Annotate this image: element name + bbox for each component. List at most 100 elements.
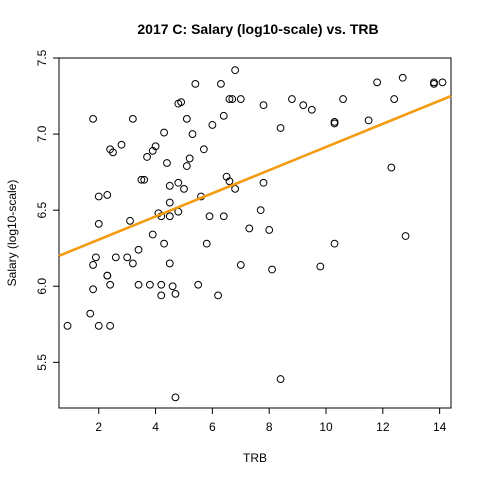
data-point xyxy=(168,282,177,291)
y-tick-label: 6.0 xyxy=(35,278,49,295)
data-point xyxy=(111,253,120,262)
data-point xyxy=(165,181,174,190)
regression-line xyxy=(58,94,452,258)
data-point xyxy=(430,79,438,88)
data-point xyxy=(373,78,382,87)
data-point xyxy=(276,124,285,132)
data-point xyxy=(171,393,180,402)
data-point xyxy=(219,111,228,120)
data-point xyxy=(364,116,373,125)
data-point xyxy=(268,265,276,274)
data-point xyxy=(145,280,154,289)
data-point xyxy=(259,101,268,110)
data-point xyxy=(123,253,132,262)
data-point xyxy=(236,95,245,103)
data-point xyxy=(182,162,191,170)
data-point xyxy=(89,285,97,294)
data-point xyxy=(103,191,112,199)
data-point xyxy=(205,212,214,221)
x-tick-label: 12 xyxy=(376,420,390,434)
x-tick-label: 6 xyxy=(209,420,216,434)
y-tick-label: 5.5 xyxy=(35,354,49,371)
data-point xyxy=(134,245,143,254)
data-point xyxy=(256,206,265,215)
data-point xyxy=(202,239,211,248)
data-point xyxy=(163,159,171,167)
data-point xyxy=(214,291,222,300)
data-point xyxy=(307,105,316,114)
y-axis-label: Salary (log10-scale) xyxy=(5,180,19,287)
data-point xyxy=(128,259,137,268)
data-point xyxy=(134,280,143,289)
data-point xyxy=(191,79,200,88)
data-point xyxy=(94,219,103,228)
data-point xyxy=(339,95,347,103)
x-axis: 2 4 6 8 10 12 14 xyxy=(95,408,447,434)
x-tick-label: 10 xyxy=(319,420,333,434)
data-point xyxy=(143,153,151,161)
plot-frame xyxy=(58,57,452,409)
data-point xyxy=(430,78,438,87)
data-point xyxy=(89,114,97,123)
data-point xyxy=(160,128,169,137)
data-point xyxy=(188,130,197,138)
data-point xyxy=(103,271,112,280)
data-point xyxy=(387,163,396,172)
data-point xyxy=(171,289,180,298)
data-point xyxy=(438,78,447,87)
x-tick-label: 2 xyxy=(95,420,102,434)
x-tick-label: 14 xyxy=(433,420,447,434)
data-point xyxy=(128,114,137,123)
data-point xyxy=(106,280,115,289)
data-point xyxy=(106,321,115,330)
data-point xyxy=(194,280,203,289)
data-point xyxy=(109,148,117,157)
x-axis-label: TRB xyxy=(243,451,267,465)
data-point xyxy=(208,121,217,129)
data-point xyxy=(225,177,234,186)
data-point xyxy=(265,226,274,234)
data-point xyxy=(259,178,268,187)
data-point xyxy=(92,253,100,262)
y-tick-label: 6.5 xyxy=(35,202,49,219)
x-tick-label: 8 xyxy=(266,420,273,434)
data-point xyxy=(288,95,296,103)
data-point xyxy=(165,212,174,221)
data-point xyxy=(199,145,208,154)
data-point xyxy=(236,261,245,269)
data-point xyxy=(94,321,103,330)
data-point xyxy=(330,239,339,248)
data-point xyxy=(182,114,191,123)
data-point xyxy=(160,239,169,248)
data-point xyxy=(231,66,240,75)
data-point xyxy=(165,198,174,207)
data-point xyxy=(180,184,188,193)
data-point xyxy=(140,175,149,184)
data-point xyxy=(89,261,97,269)
data-point xyxy=(330,119,339,128)
data-point xyxy=(137,175,146,184)
y-tick-label: 7.5 xyxy=(35,49,49,66)
data-point xyxy=(157,291,166,300)
data-point xyxy=(228,95,237,103)
data-point xyxy=(219,212,228,221)
data-point xyxy=(86,309,95,318)
y-tick-label: 7.0 xyxy=(35,125,49,142)
data-point xyxy=(299,101,308,110)
data-point xyxy=(151,142,160,151)
data-point xyxy=(401,232,410,240)
data-point xyxy=(165,259,174,268)
chart-title: 2017 C: Salary (log10-scale) vs. TRB xyxy=(137,21,378,37)
data-point xyxy=(94,192,103,201)
data-point xyxy=(148,230,157,239)
data-point xyxy=(231,184,240,193)
data-point xyxy=(330,118,339,126)
data-point xyxy=(390,95,399,103)
data-point xyxy=(316,262,325,271)
y-axis: 5.5 6.0 6.5 7.0 7.5 xyxy=(35,49,59,371)
data-point xyxy=(398,73,407,82)
data-point xyxy=(126,216,134,225)
data-point xyxy=(225,95,234,103)
data-point xyxy=(217,79,225,88)
